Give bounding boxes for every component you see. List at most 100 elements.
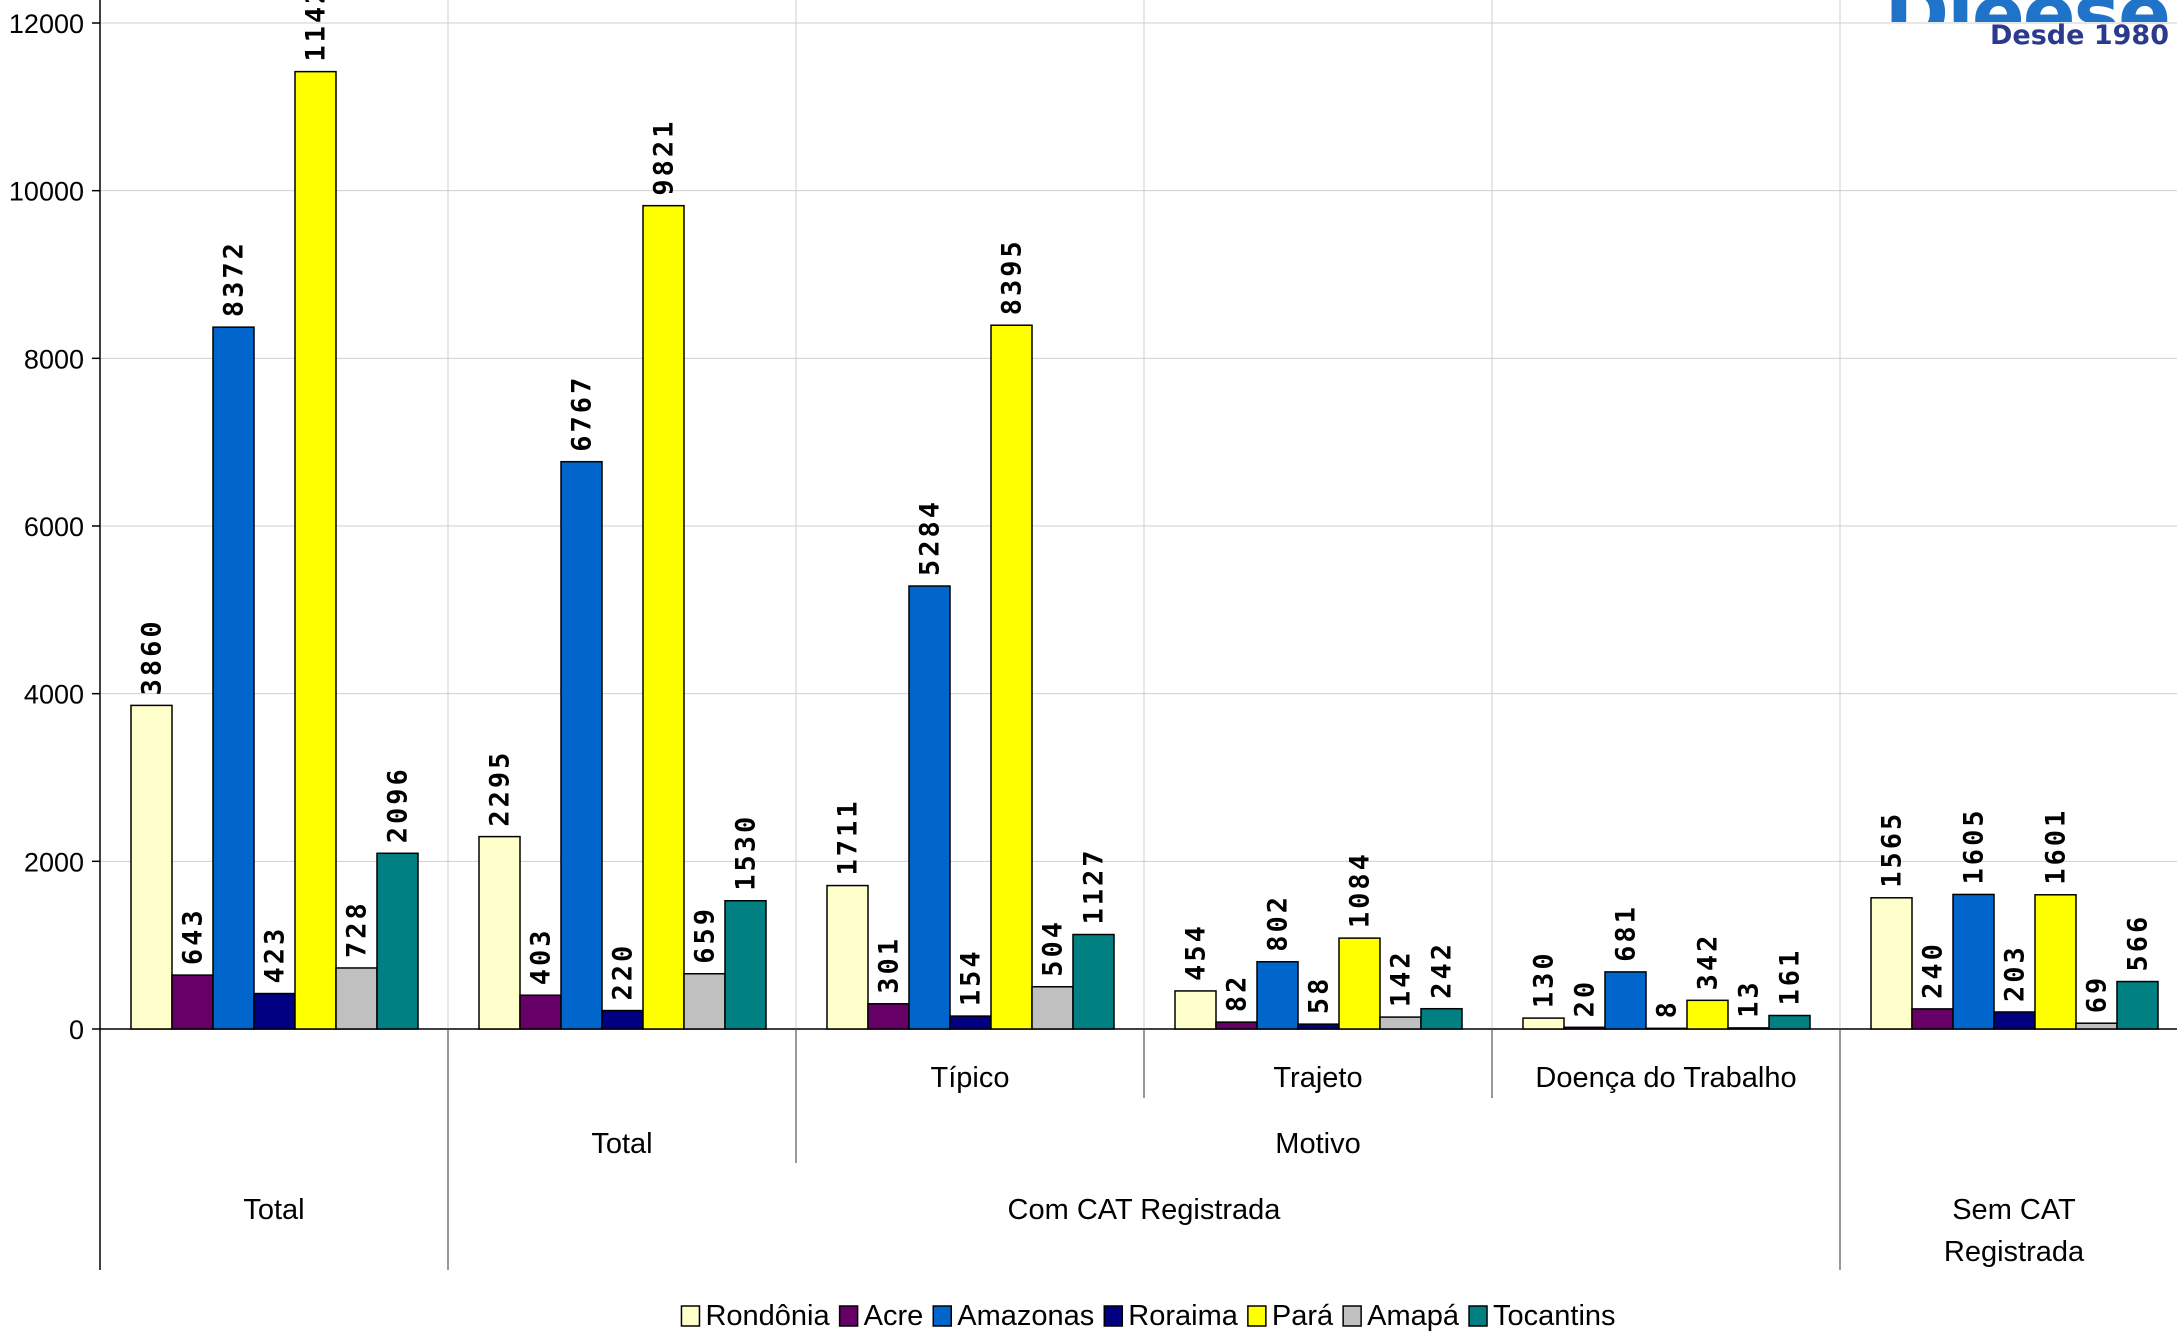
- value-label: 69: [2082, 975, 2113, 1014]
- bar-rondônia: [1522, 1017, 1565, 1030]
- legend-label: Tocantins: [1493, 1300, 1616, 1332]
- y-tick-label: 8000: [24, 344, 84, 374]
- y-tick-label: 10000: [9, 177, 84, 207]
- bar-acre: [1911, 1008, 1954, 1030]
- bar-roraima: [253, 992, 296, 1030]
- y-tick-label: 2000: [24, 847, 84, 877]
- legend-label: Acre: [864, 1300, 924, 1332]
- bar-pará: [990, 324, 1033, 1030]
- legend-swatch-tocantins: [1468, 1305, 1488, 1327]
- category-label-level2: Motivo: [1275, 1128, 1360, 1160]
- legend-label: Amazonas: [957, 1300, 1094, 1332]
- bar-tocantins: [1768, 1014, 1811, 1030]
- bar-amapá: [683, 973, 726, 1030]
- legend-swatch-pará: [1247, 1305, 1267, 1327]
- value-label: 240: [1918, 941, 1949, 999]
- bar-pará: [1338, 937, 1381, 1030]
- value-label: 1084: [1345, 851, 1376, 928]
- bar-rondônia: [130, 704, 173, 1030]
- value-label: 342: [1693, 933, 1724, 991]
- value-label: 5284: [915, 499, 946, 576]
- bar-pará: [642, 204, 685, 1030]
- value-label: 659: [690, 906, 721, 964]
- category-label-level1: Doença do Trabalho: [1535, 1062, 1796, 1094]
- bar-tocantins: [724, 899, 767, 1030]
- value-label: 1127: [1079, 847, 1110, 924]
- value-label: 403: [526, 927, 557, 985]
- value-label: 1605: [1959, 807, 1990, 884]
- logo-tagline: Desde 1980: [1990, 20, 2169, 51]
- value-label: 423: [260, 926, 291, 984]
- bar-amazonas: [560, 460, 603, 1030]
- value-label: 58: [1304, 976, 1335, 1015]
- bar-amapá: [1379, 1016, 1422, 1030]
- legend-label: Amapá: [1367, 1300, 1460, 1332]
- category-label-level3: Total: [243, 1194, 304, 1226]
- category-label-level2: Total: [591, 1128, 652, 1160]
- value-label: 142: [1386, 949, 1417, 1007]
- bar-roraima: [949, 1015, 992, 1030]
- bar-amapá: [1727, 1027, 1770, 1030]
- logo-word: Dieese: [1884, 0, 2169, 22]
- legend-swatch-rondônia: [680, 1305, 701, 1327]
- dieese-logo-icon: Dieese Desde 1980: [1884, 0, 2169, 51]
- bar-acre: [1215, 1021, 1258, 1030]
- value-label: 8395: [997, 238, 1028, 315]
- value-label: 454: [1181, 923, 1212, 981]
- value-label: 566: [2123, 914, 2154, 972]
- value-label: 1601: [2041, 808, 2072, 885]
- bar-tocantins: [1420, 1007, 1463, 1030]
- bar-roraima: [1297, 1023, 1340, 1030]
- value-label: 1142: [301, 0, 332, 62]
- bars: [130, 70, 2159, 1030]
- y-tick-label: 6000: [24, 512, 84, 542]
- category-label-level3: Sem CAT: [1952, 1194, 2076, 1226]
- legend-label: Roraima: [1128, 1300, 1238, 1332]
- grid-lines: [100, 0, 2177, 1030]
- bar-rondônia: [478, 835, 521, 1030]
- category-axis-labels: Típico Trajeto Doença do Trabalho Total Moti…: [243, 1029, 2085, 1270]
- value-label: 6767: [567, 375, 598, 452]
- value-label: 130: [1529, 950, 1560, 1008]
- value-label: 9821: [649, 119, 680, 196]
- y-tick-label: 4000: [24, 680, 84, 710]
- legend-swatch-amapá: [1342, 1305, 1362, 1327]
- bar-amapá: [2075, 1022, 2118, 1030]
- value-label: 8372: [219, 240, 250, 317]
- bar-amazonas: [1256, 961, 1299, 1030]
- y-tick-label: 0: [69, 1015, 84, 1045]
- bar-acre: [1563, 1026, 1606, 1030]
- bar-acre: [171, 974, 214, 1030]
- value-label: 2295: [485, 750, 516, 827]
- value-label: 20: [1570, 979, 1601, 1018]
- category-label-level3: Registrada: [1944, 1236, 2085, 1268]
- legend: Rondônia Acre Amazonas Roraima Pará Amapá Toca…: [680, 1300, 1616, 1332]
- category-label-level1: Típico: [931, 1062, 1010, 1094]
- value-label: 82: [1222, 974, 1253, 1013]
- value-label: 728: [342, 900, 373, 958]
- value-label: 504: [1038, 919, 1069, 977]
- value-label: 161: [1775, 948, 1806, 1006]
- axes: 0 2000 4000 6000 8000 10000 12000: [9, 0, 2177, 1270]
- bar-amazonas: [1604, 971, 1647, 1030]
- legend-swatch-amazonas: [932, 1305, 953, 1327]
- category-label-level3: Com CAT Registrada: [1008, 1194, 1282, 1226]
- bar-pará: [294, 70, 337, 1030]
- bar-tocantins: [2116, 980, 2159, 1030]
- value-label: 2096: [383, 766, 414, 843]
- bar-acre: [519, 994, 562, 1030]
- bar-roraima: [601, 1009, 644, 1030]
- bar-tocantins: [376, 852, 419, 1030]
- bar-roraima: [1993, 1011, 2036, 1030]
- bar-amazonas: [212, 326, 255, 1030]
- value-label: 1530: [731, 814, 762, 891]
- bar-amazonas: [908, 585, 951, 1030]
- value-label: 13: [1734, 979, 1765, 1018]
- value-label: 681: [1611, 904, 1642, 962]
- value-label: 203: [2000, 944, 2031, 1002]
- value-label: 643: [178, 907, 209, 965]
- value-label: 8: [1652, 999, 1683, 1018]
- value-label: 3860: [137, 618, 168, 695]
